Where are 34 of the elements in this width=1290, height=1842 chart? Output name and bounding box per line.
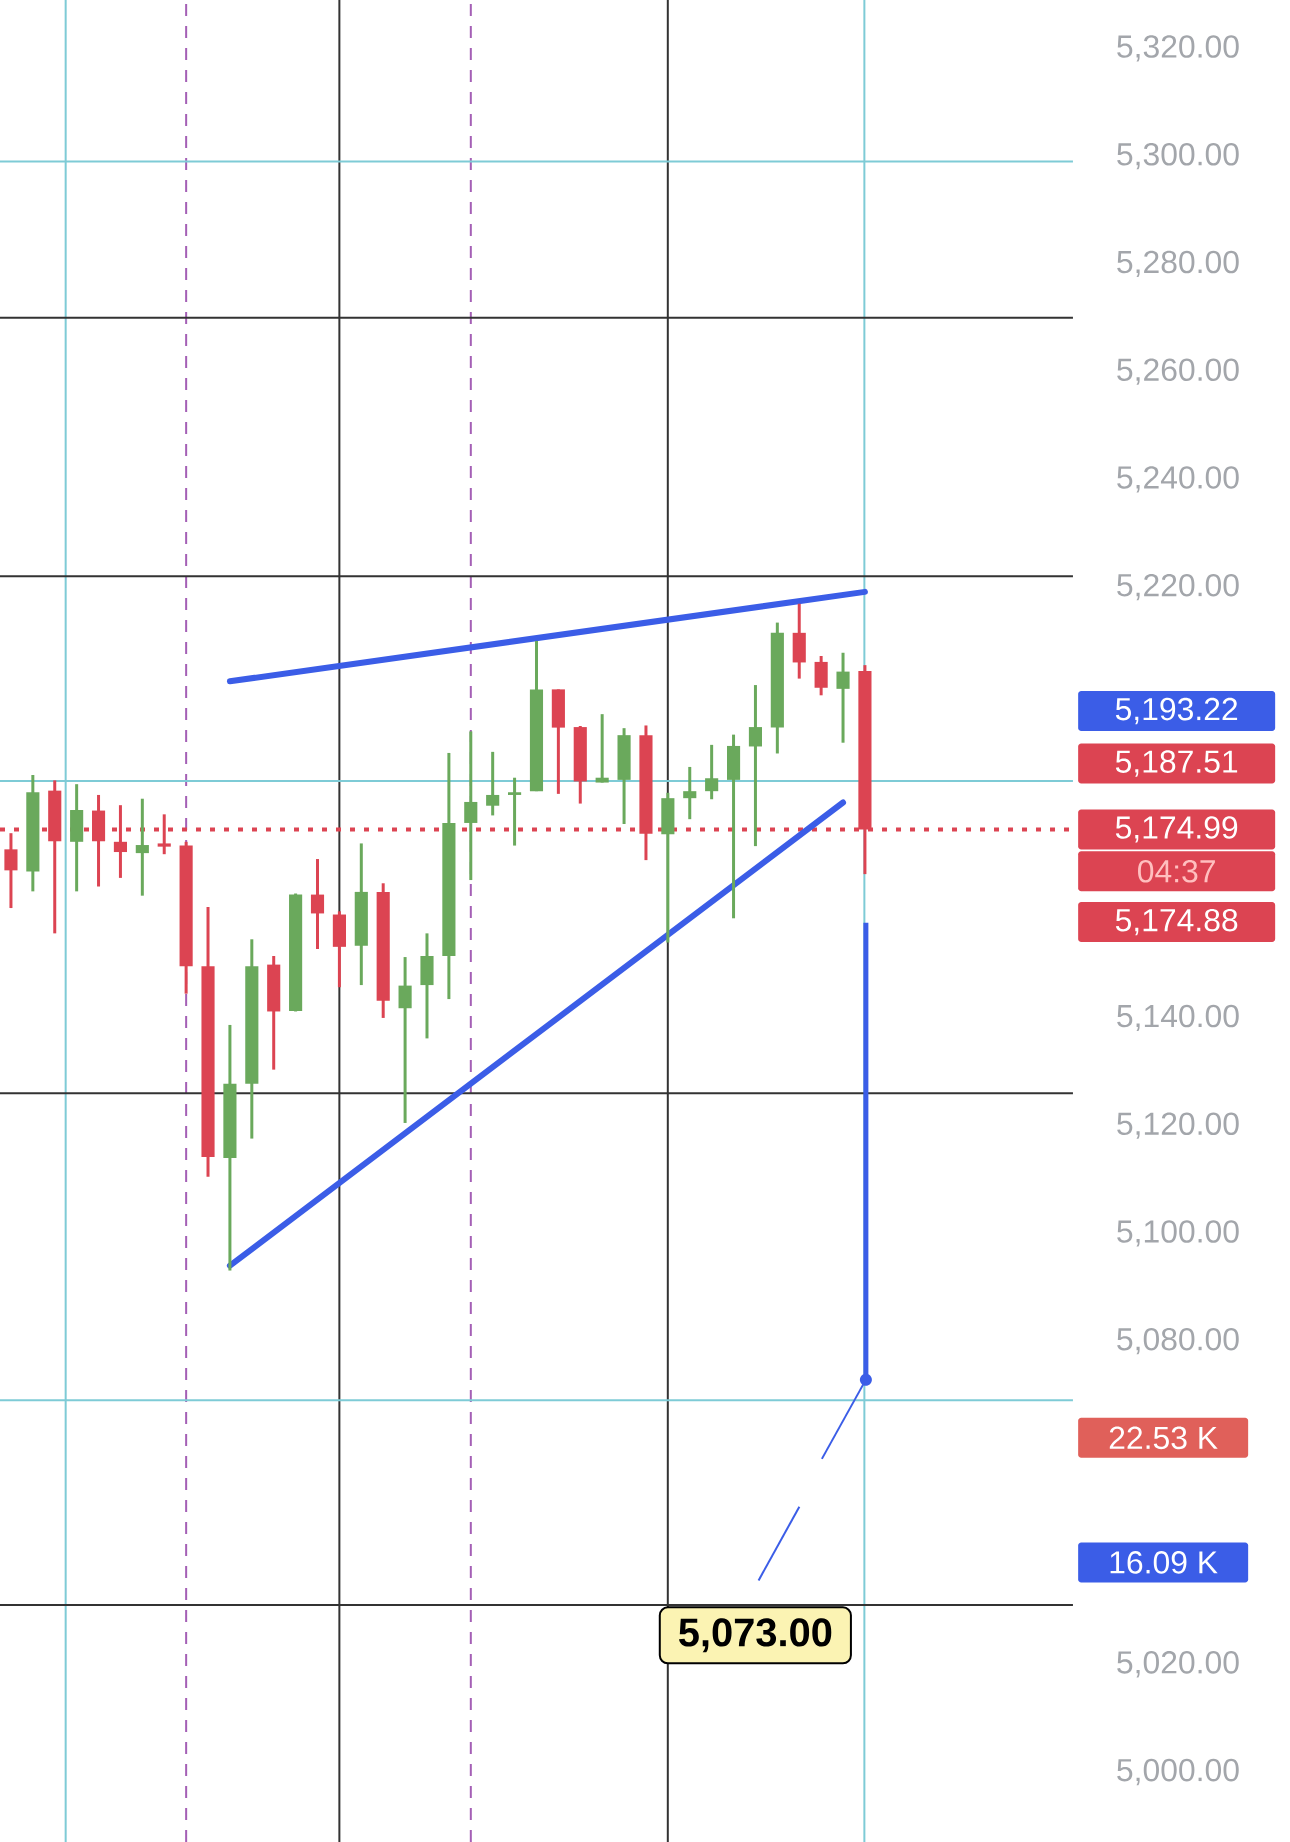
text: 5,193.22 — [1115, 697, 1238, 725]
y-tick-label: 5,300.00 — [1117, 143, 1239, 170]
y-tick-label: 5,020.00 — [1117, 1651, 1239, 1678]
candlestick — [748, 685, 763, 848]
candlestick — [486, 750, 500, 816]
y-tick-label: 5,000.00 — [1117, 1758, 1239, 1786]
y-tick-label: 5,220.00 — [1117, 573, 1239, 601]
y-tick-label: 5,120.00 — [1117, 1112, 1239, 1139]
y-tick-label: 5,320.00 — [1117, 35, 1239, 62]
y-tick-label: 5,080.00 — [1117, 1327, 1239, 1355]
candlestick — [135, 798, 149, 896]
candlestick — [4, 833, 18, 910]
text: 5,187.51 — [1115, 750, 1238, 777]
text: 16.09 K — [1110, 1551, 1218, 1574]
candlestick — [398, 957, 412, 1123]
annotation: 5,073.00 — [679, 1618, 832, 1653]
text: 5,174.99 — [1115, 816, 1238, 843]
y-tick-label: 5,140.00 — [1117, 1004, 1239, 1032]
text: 04:37 — [1138, 859, 1215, 883]
candlestick — [310, 859, 325, 949]
candlestick — [683, 765, 697, 821]
y-tick-label: 5,100.00 — [1117, 1220, 1239, 1247]
candlestick — [508, 777, 522, 846]
candlestick — [595, 714, 609, 783]
candlestick — [157, 814, 171, 856]
y-tick-label: 5,280.00 — [1117, 250, 1239, 278]
y-tick-label: 5,260.00 — [1117, 358, 1239, 385]
candlestick — [113, 805, 127, 878]
text: 5,174.88 — [1115, 908, 1238, 936]
text: 22.53 K — [1109, 1426, 1218, 1450]
candlestick — [705, 743, 719, 800]
y-tick-label: 5,240.00 — [1117, 466, 1239, 493]
candlestick — [464, 731, 478, 882]
candlestick — [836, 652, 850, 743]
